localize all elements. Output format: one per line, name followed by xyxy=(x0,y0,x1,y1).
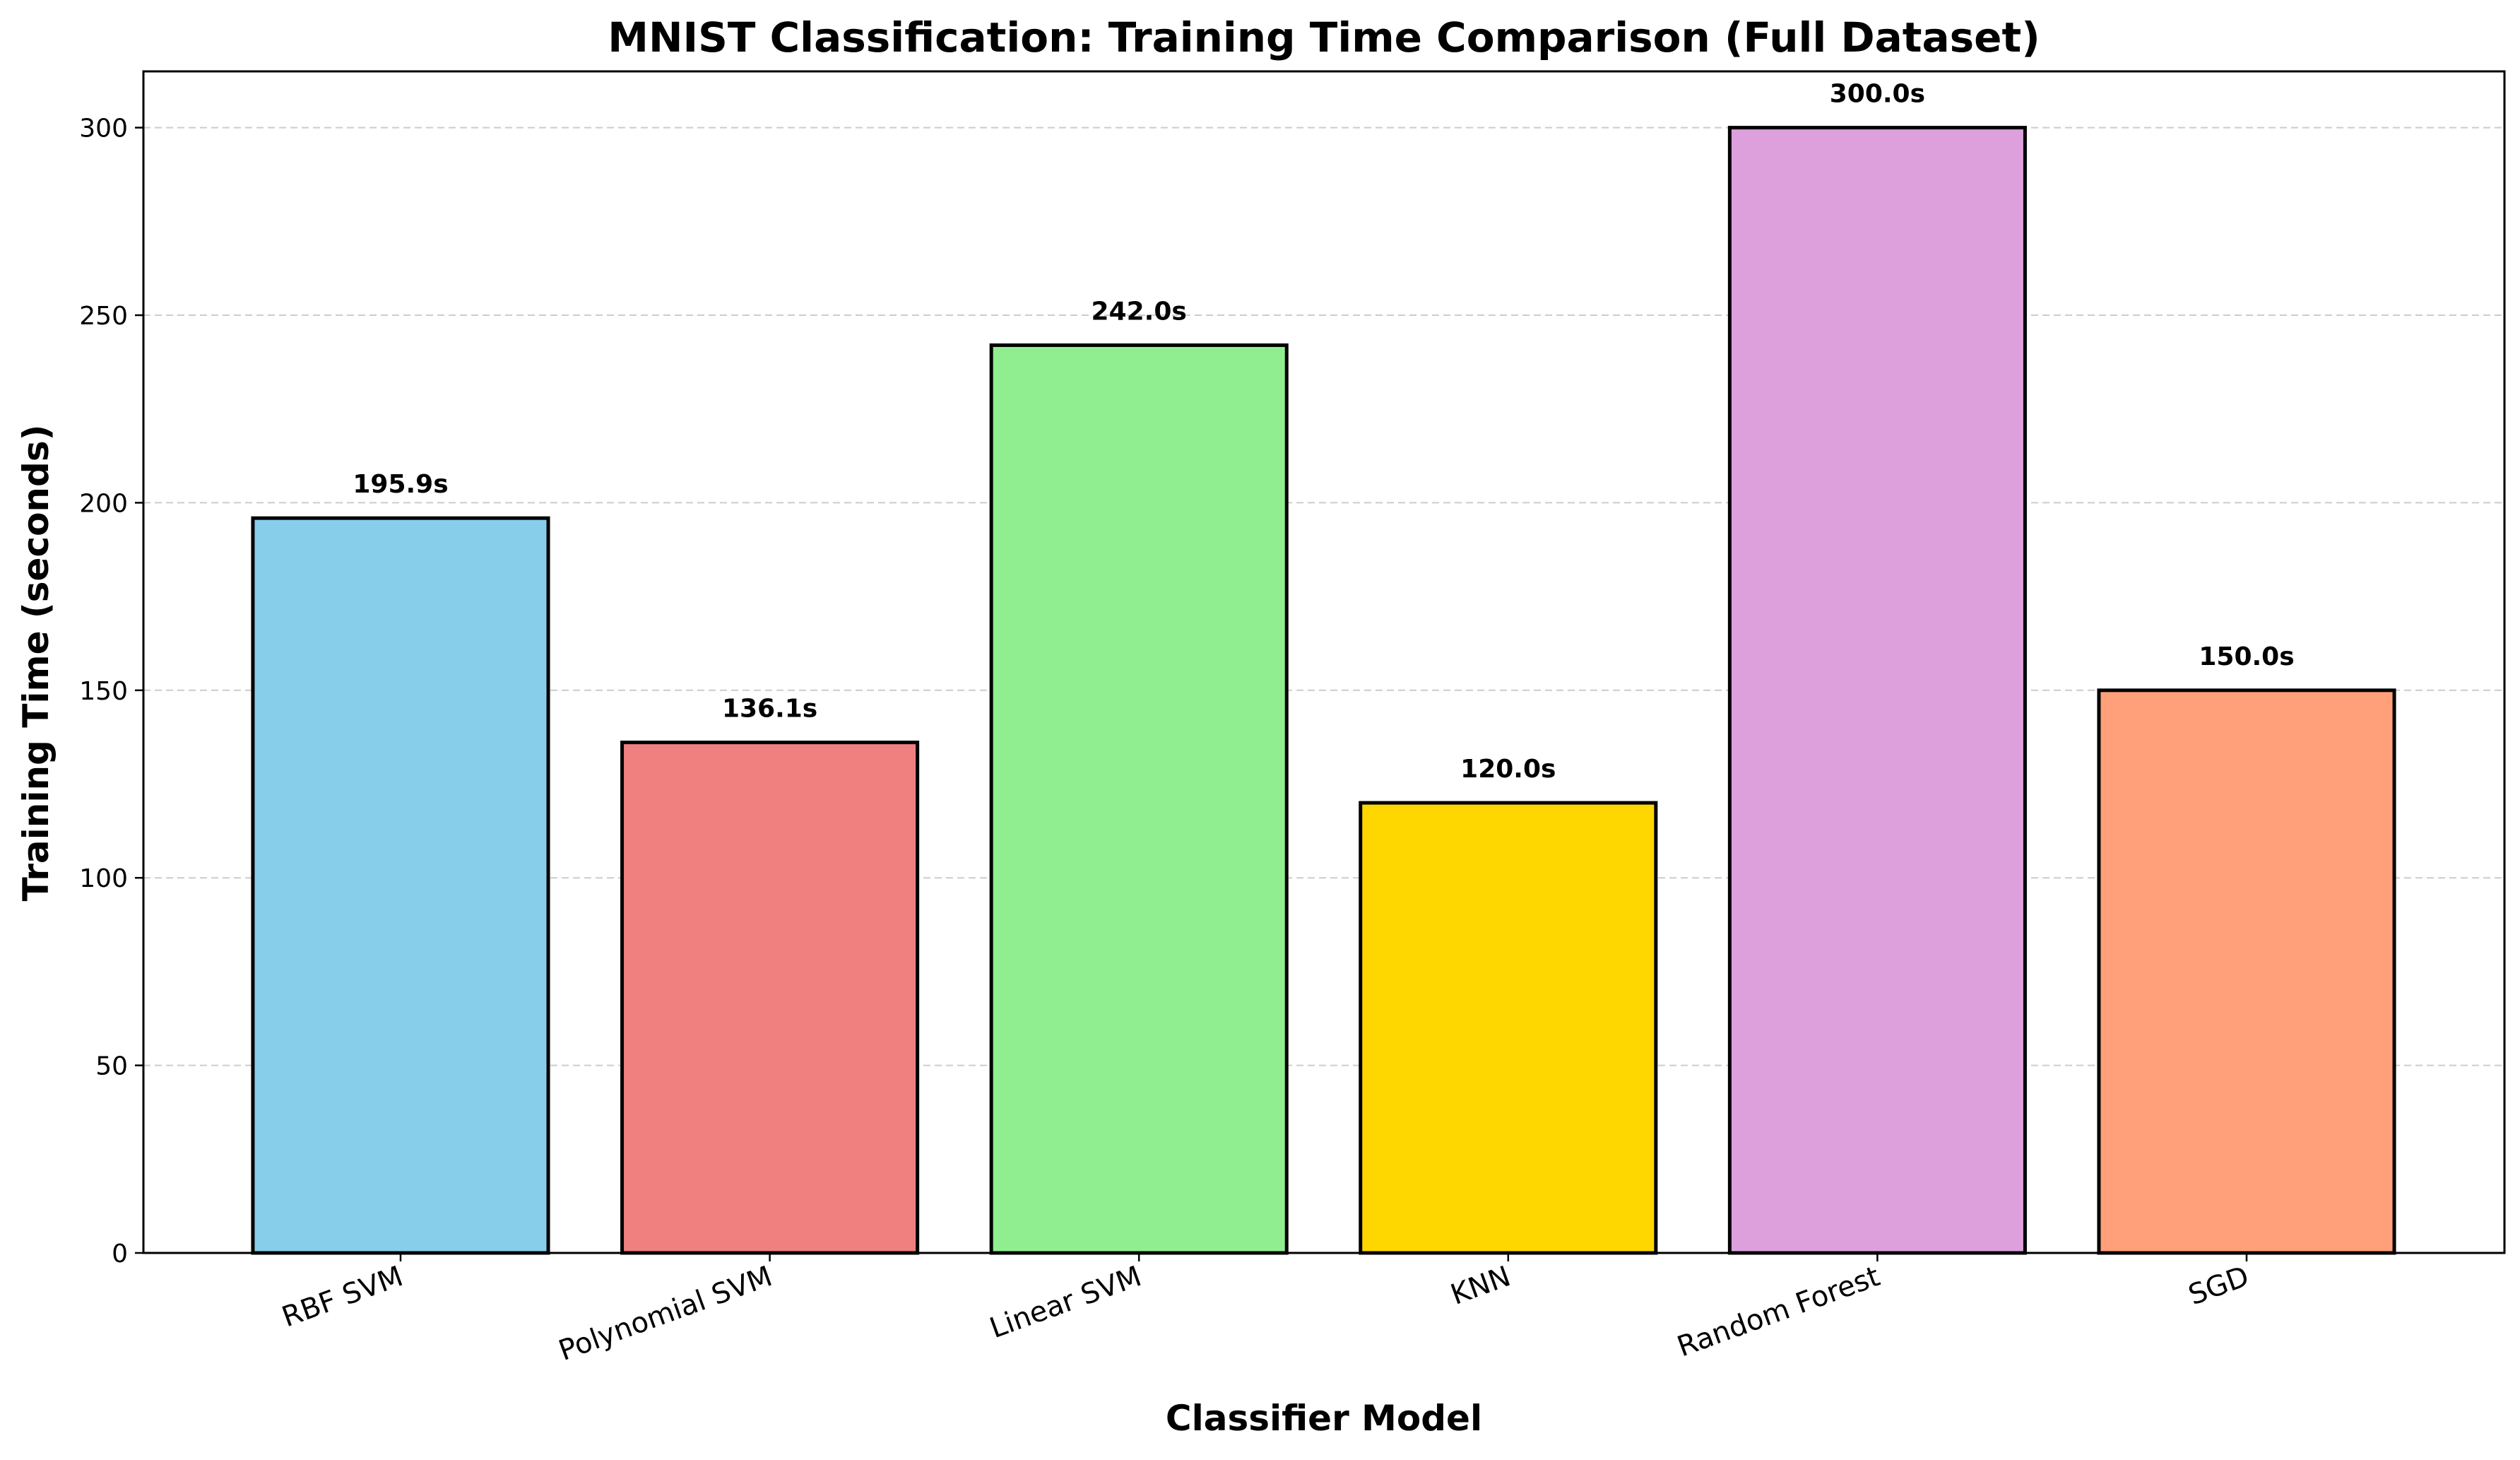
bar xyxy=(251,516,550,1255)
x-axis-ticks: RBF SVM Polynomial SVM Linear SVM KNN Random… xyxy=(278,1253,2253,1367)
y-tick-label: 0 xyxy=(112,1240,128,1268)
x-tick-label: KNN xyxy=(1447,1260,1515,1312)
chart-title: MNIST Classification: Training Time Comp… xyxy=(608,13,2040,61)
bar-value-label: 195.9s xyxy=(353,470,448,499)
bar xyxy=(989,343,1289,1255)
y-tick-label: 150 xyxy=(79,677,128,706)
y-axis-label: Training Time (seconds) xyxy=(16,425,57,902)
x-tick-label: Polynomial SVM xyxy=(555,1260,776,1367)
y-tick-label: 200 xyxy=(79,489,128,518)
bar-value-label: 150.0s xyxy=(2199,642,2294,671)
x-tick-label: RBF SVM xyxy=(278,1260,407,1334)
y-tick-label: 50 xyxy=(95,1052,128,1081)
bar-value-label: 136.1s xyxy=(722,695,817,724)
bar xyxy=(1359,801,1658,1255)
x-tick-label: Random Forest xyxy=(1673,1260,1884,1363)
bar xyxy=(620,741,920,1255)
y-tick-label: 250 xyxy=(79,302,128,331)
y-axis-ticks: 0 50 100 150 200 250 300 xyxy=(79,114,143,1268)
bar-value-label: 120.0s xyxy=(1460,755,1556,784)
x-tick-label: SGD xyxy=(2184,1260,2254,1312)
bar xyxy=(1727,126,2027,1255)
x-tick-label: Linear SVM xyxy=(986,1260,1146,1345)
bar xyxy=(2097,688,2396,1255)
bar-value-label: 300.0s xyxy=(1830,80,1925,109)
bars xyxy=(251,126,2396,1255)
plot-area-frame xyxy=(142,70,2506,1254)
bar-value-label: 242.0s xyxy=(1092,297,1187,326)
y-tick-label: 100 xyxy=(79,864,128,893)
x-axis-label: Classifier Model xyxy=(1166,1398,1482,1439)
bar-value-labels: 195.9s 136.1s 242.0s 120.0s 300.0s 150.0s xyxy=(353,80,2294,784)
y-tick-label: 300 xyxy=(79,114,128,143)
